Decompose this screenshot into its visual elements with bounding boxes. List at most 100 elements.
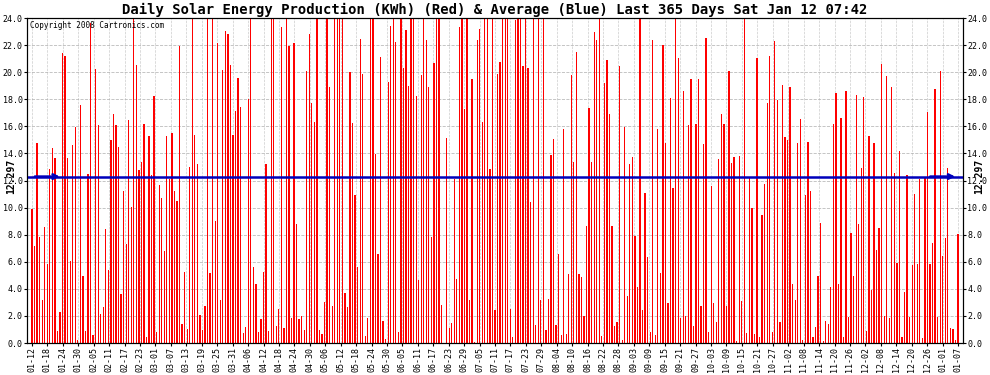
Bar [72, 144, 73, 343]
Bar [189, 167, 190, 343]
Bar [398, 332, 399, 343]
Bar [654, 335, 656, 343]
Bar [345, 293, 346, 343]
Bar [789, 87, 791, 343]
Bar [146, 337, 148, 343]
Bar [207, 18, 208, 343]
Bar [372, 18, 373, 343]
Bar [652, 40, 653, 343]
Bar [682, 92, 684, 343]
Bar [431, 237, 432, 343]
Bar [667, 303, 668, 343]
Bar [263, 272, 264, 343]
Bar [270, 18, 272, 343]
Bar [105, 229, 107, 343]
Bar [474, 342, 475, 343]
Bar [181, 324, 183, 343]
Bar [220, 300, 221, 343]
Bar [753, 333, 755, 343]
Bar [647, 257, 648, 343]
Bar [883, 316, 885, 343]
Bar [418, 280, 420, 343]
Bar [225, 31, 226, 343]
Bar [878, 228, 880, 343]
Bar [346, 308, 348, 343]
Bar [787, 140, 788, 343]
Bar [706, 38, 707, 343]
Bar [56, 331, 58, 343]
Bar [578, 274, 579, 343]
Bar [863, 97, 864, 343]
Bar [588, 108, 590, 343]
Bar [469, 300, 470, 343]
Bar [199, 315, 201, 343]
Bar [899, 152, 900, 343]
Bar [815, 327, 816, 343]
Bar [700, 306, 702, 343]
Bar [708, 332, 709, 343]
Bar [103, 307, 104, 343]
Bar [408, 86, 409, 343]
Bar [265, 164, 266, 343]
Bar [163, 252, 165, 343]
Bar [627, 296, 628, 343]
Bar [800, 118, 801, 343]
Bar [640, 18, 641, 343]
Bar [944, 238, 945, 343]
Bar [42, 300, 43, 343]
Bar [729, 71, 730, 343]
Bar [85, 331, 86, 343]
Bar [576, 52, 577, 343]
Bar [779, 322, 780, 343]
Bar [257, 332, 259, 343]
Bar [405, 30, 407, 343]
Bar [176, 201, 177, 343]
Bar [471, 79, 473, 343]
Bar [136, 65, 137, 343]
Bar [502, 18, 503, 343]
Bar [547, 300, 549, 343]
Bar [624, 128, 626, 343]
Bar [823, 340, 824, 343]
Bar [385, 339, 386, 343]
Bar [161, 198, 162, 343]
Bar [558, 254, 559, 343]
Bar [273, 18, 274, 343]
Bar [644, 193, 645, 343]
Bar [342, 18, 343, 343]
Bar [665, 143, 666, 343]
Bar [416, 96, 417, 343]
Bar [108, 270, 109, 343]
Bar [831, 287, 832, 343]
Bar [158, 185, 159, 343]
Bar [614, 326, 615, 343]
Bar [836, 93, 837, 343]
Bar [436, 18, 438, 343]
Bar [54, 158, 55, 343]
Bar [64, 56, 65, 343]
Bar [116, 125, 117, 343]
Bar [573, 162, 574, 343]
Bar [494, 310, 496, 343]
Bar [166, 136, 167, 343]
Bar [957, 234, 958, 343]
Bar [894, 173, 895, 343]
Bar [252, 267, 254, 343]
Bar [332, 306, 333, 343]
Bar [255, 284, 256, 343]
Bar [148, 136, 149, 343]
Bar [233, 135, 234, 343]
Bar [309, 34, 310, 343]
Bar [845, 92, 846, 343]
Bar [690, 79, 691, 343]
Bar [291, 318, 292, 343]
Bar [499, 62, 501, 343]
Bar [530, 202, 532, 343]
Bar [810, 191, 811, 343]
Bar [82, 276, 83, 343]
Bar [792, 284, 793, 343]
Bar [139, 170, 140, 343]
Bar [62, 53, 63, 343]
Bar [423, 18, 425, 343]
Bar [329, 87, 331, 343]
